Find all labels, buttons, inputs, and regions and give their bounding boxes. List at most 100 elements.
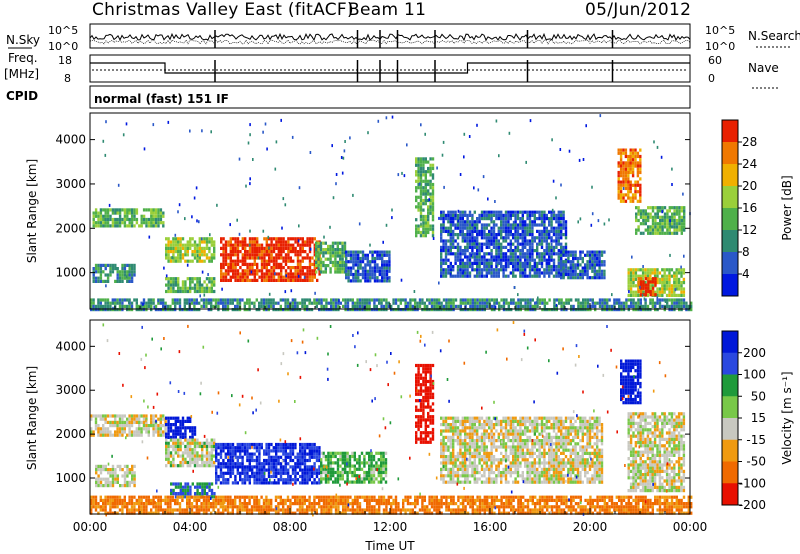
- power-cell: [275, 272, 278, 276]
- power-cell: [150, 304, 153, 308]
- velocity-cell: [131, 474, 134, 478]
- velocity-cell: [299, 474, 302, 479]
- power-cell: [306, 278, 309, 282]
- power-cell: [629, 170, 632, 175]
- power-cell: [104, 279, 107, 283]
- power-cell: [488, 233, 491, 237]
- power-cell: [196, 256, 199, 260]
- power-cell: [327, 301, 330, 305]
- power-cell: [162, 214, 165, 218]
- power-cell: [471, 213, 474, 217]
- power-cell: [478, 249, 481, 253]
- power-cell: [313, 298, 316, 302]
- power-cell: [184, 243, 187, 247]
- power-cell: [317, 251, 320, 255]
- power-cell: [468, 226, 472, 230]
- power-cell: [435, 301, 438, 305]
- power-cell: [133, 273, 136, 277]
- power-cell: [275, 243, 278, 247]
- power-cell: [359, 260, 362, 264]
- power-cell: [162, 304, 165, 308]
- power-cell: [244, 269, 247, 273]
- power-cell: [409, 301, 412, 305]
- power-cell: [447, 258, 450, 262]
- velocity-cell: [236, 465, 239, 469]
- power-noise-point: [476, 123, 478, 127]
- power-cell: [526, 233, 529, 237]
- power-cell: [483, 236, 486, 240]
- power-cell: [519, 298, 522, 302]
- power-cell: [529, 298, 532, 302]
- velocity-cell: [239, 449, 242, 453]
- power-cell: [466, 268, 469, 272]
- velocity-cell: [186, 419, 189, 423]
- power-cell: [308, 308, 311, 312]
- power-cell: [560, 236, 563, 240]
- power-cell: [427, 205, 430, 209]
- power-cell: [177, 240, 180, 244]
- power-cell: [422, 221, 425, 225]
- power-cell: [524, 242, 527, 246]
- power-cell: [668, 271, 671, 275]
- power-cell: [591, 269, 594, 273]
- power-cell: [97, 224, 100, 228]
- power-cell: [142, 298, 146, 302]
- power-cell: [229, 262, 232, 266]
- power-cell: [598, 256, 601, 261]
- power-cell: [450, 304, 453, 308]
- power-cell: [419, 163, 423, 167]
- velocity-cell: [184, 492, 187, 496]
- power-cell: [514, 213, 517, 217]
- power-cell: [644, 268, 647, 272]
- power-cell: [329, 267, 332, 271]
- power-cell: [555, 268, 558, 272]
- power-cell: [334, 241, 337, 245]
- power-cell: [661, 228, 664, 232]
- power-cell: [174, 259, 177, 263]
- velocity-cell: [210, 448, 213, 452]
- power-cell: [308, 237, 312, 241]
- power-cell: [319, 267, 323, 271]
- power-cell: [193, 289, 197, 294]
- power-cell: [445, 301, 448, 305]
- power-cell: [480, 245, 484, 249]
- power-cell: [680, 209, 683, 213]
- power-cell: [169, 246, 173, 250]
- power-cell: [308, 272, 312, 276]
- power-cell: [647, 280, 650, 284]
- power-cell: [315, 260, 318, 264]
- power-cell: [210, 298, 213, 302]
- power-cell: [145, 217, 148, 222]
- velocity-cell: [275, 468, 278, 472]
- power-cell: [255, 298, 258, 302]
- power-cell: [246, 301, 249, 305]
- power-noise-point: [551, 208, 554, 212]
- power-cell: [109, 263, 112, 267]
- power-cell: [548, 265, 551, 269]
- power-cell: [490, 258, 493, 262]
- power-cell: [210, 243, 213, 247]
- power-cell: [292, 272, 295, 276]
- power-cell: [361, 253, 365, 257]
- power-cell: [646, 293, 650, 297]
- power-cell: [536, 298, 539, 302]
- power-cell: [548, 261, 551, 265]
- power-cell: [507, 308, 510, 312]
- power-cell: [574, 256, 577, 261]
- power-cell: [685, 304, 688, 308]
- power-cell: [565, 308, 568, 312]
- velocity-cell: [275, 455, 278, 459]
- power-cell: [593, 256, 596, 261]
- velocity-cell: [189, 426, 192, 430]
- nave-tick-bottom: 0: [708, 72, 715, 85]
- power-cell: [538, 217, 541, 221]
- power-cell: [126, 298, 129, 302]
- velocity-cell: [177, 448, 180, 452]
- power-cell: [331, 248, 335, 252]
- power-noise-point: [163, 266, 165, 270]
- power-colorbar-swatch: [722, 208, 738, 231]
- power-cell: [617, 183, 620, 187]
- power-cell: [292, 259, 295, 263]
- power-cell: [315, 241, 318, 245]
- power-cell: [528, 229, 532, 233]
